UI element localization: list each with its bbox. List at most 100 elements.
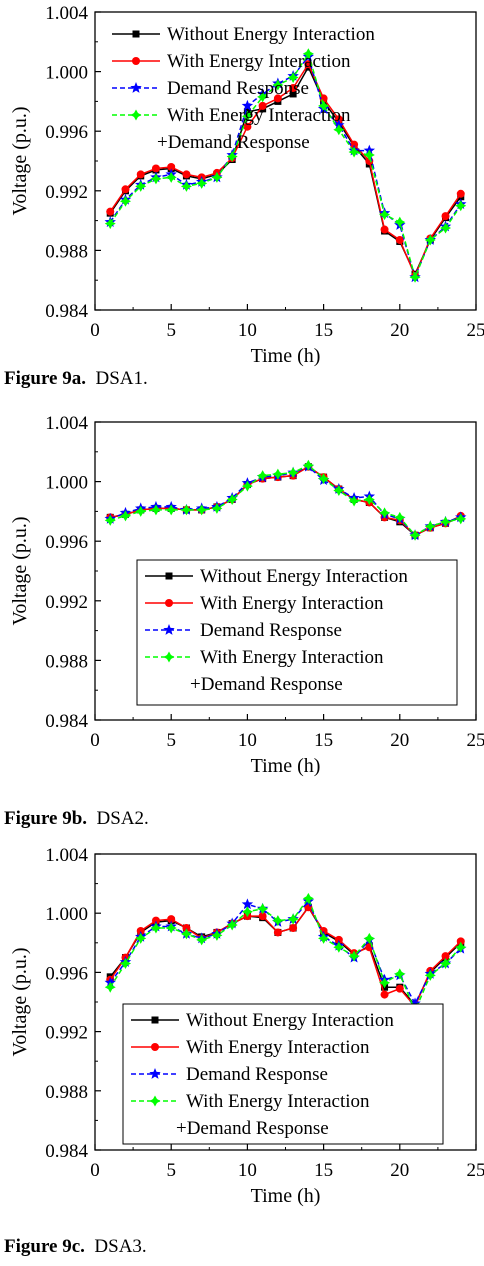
data-point (167, 915, 176, 924)
data-point (119, 958, 131, 970)
x-tick-label: 0 (90, 320, 100, 341)
data-point (258, 912, 267, 921)
data-point (180, 928, 192, 940)
x-tick-label: 15 (314, 1160, 333, 1181)
y-axis-title: Voltage (p.u.) (9, 516, 31, 625)
data-point (104, 514, 116, 526)
legend-label: Without Energy Interaction (167, 24, 375, 45)
y-axis-title: Voltage (p.u.) (9, 106, 31, 215)
y-tick-label: 0.992 (45, 182, 88, 203)
data-point (394, 511, 406, 523)
x-tick-label: 5 (166, 1160, 176, 1181)
legend-label: With Energy Interaction (200, 647, 384, 668)
legend-marker (149, 1068, 161, 1079)
data-point (135, 932, 147, 944)
data-point (151, 164, 160, 173)
x-axis-title: Time (h) (251, 345, 321, 367)
data-point (409, 997, 421, 1009)
data-point (211, 929, 223, 941)
data-point (165, 171, 177, 183)
data-point (196, 934, 208, 946)
y-tick-label: 0.988 (45, 651, 88, 672)
x-tick-label: 0 (90, 730, 100, 751)
data-point (379, 977, 391, 989)
legend-marker (151, 1043, 159, 1051)
y-tick-label: 0.988 (45, 1082, 88, 1103)
data-point (409, 271, 421, 283)
series-3 (104, 459, 467, 541)
legend-marker (165, 599, 173, 607)
data-point (441, 212, 450, 221)
series-2 (104, 460, 467, 541)
data-point (180, 504, 192, 516)
legend-label: Demand Response (167, 78, 309, 99)
data-point (165, 504, 177, 516)
data-point (409, 529, 421, 541)
data-point (318, 473, 330, 485)
y-tick-label: 0.992 (45, 592, 88, 613)
legend-label-continued: +Demand Response (190, 674, 343, 695)
data-point (289, 90, 297, 98)
series-line (109, 51, 462, 280)
legend-marker (132, 57, 140, 65)
data-point (424, 520, 436, 532)
x-tick-label: 0 (90, 1160, 100, 1181)
data-point (106, 207, 115, 216)
data-point (241, 898, 254, 910)
x-axis-title: Time (h) (251, 1185, 321, 1207)
data-point (241, 906, 253, 918)
series-line (109, 899, 462, 1006)
data-point (363, 149, 375, 161)
x-tick-label: 20 (390, 320, 409, 341)
data-point (379, 507, 391, 519)
data-point (441, 952, 450, 961)
x-axis-title: Time (h) (251, 755, 321, 777)
y-tick-label: 1.000 (45, 904, 88, 925)
legend-marker (132, 30, 140, 38)
data-point (258, 101, 267, 110)
data-point (135, 505, 147, 517)
data-point (318, 100, 330, 112)
data-point (363, 493, 375, 505)
x-tick-label: 20 (390, 1160, 409, 1181)
x-tick-label: 20 (390, 730, 409, 751)
legend-label: With Energy Interaction (167, 51, 351, 72)
data-point (135, 180, 147, 192)
caption-name: DSA2. (96, 808, 149, 829)
data-point (150, 922, 162, 934)
y-tick-label: 1.004 (45, 413, 88, 434)
data-point (456, 189, 465, 198)
x-tick-label: 15 (314, 730, 333, 751)
data-point (104, 981, 116, 993)
legend-label: With Energy Interaction (186, 1091, 370, 1112)
series-3 (104, 48, 467, 283)
legend-label: With Energy Interaction (167, 105, 351, 126)
data-point (455, 941, 467, 953)
data-point (333, 485, 345, 497)
data-point (287, 467, 299, 479)
data-point (287, 913, 299, 925)
data-point (440, 958, 452, 970)
legend-marker (163, 624, 175, 635)
data-point (456, 937, 465, 946)
legend-label: With Energy Interaction (200, 593, 384, 614)
data-point (272, 79, 284, 91)
y-tick-label: 0.992 (45, 1023, 88, 1044)
legend-label-continued: +Demand Response (176, 1118, 329, 1139)
series-line (109, 896, 462, 1013)
data-point (302, 459, 314, 471)
legend-marker (165, 572, 173, 580)
data-point (379, 209, 391, 221)
voltage-chart-dsa2: 0 5 10 15 20 25 0.984 0.988 0.992 0.996 1.000 1.004… (9, 413, 484, 777)
legend-marker (130, 109, 142, 121)
data-point (289, 924, 298, 932)
legend-box (122, 1003, 444, 1145)
caption-figure-label: Figure 9c. (4, 1236, 85, 1257)
legend-marker (130, 82, 142, 93)
data-point (302, 48, 314, 60)
y-tick-label: 0.988 (45, 241, 88, 262)
x-tick-label: 10 (238, 1160, 257, 1181)
series-line (110, 465, 462, 537)
x-tick-label: 15 (314, 320, 333, 341)
legend-marker (149, 1095, 161, 1107)
